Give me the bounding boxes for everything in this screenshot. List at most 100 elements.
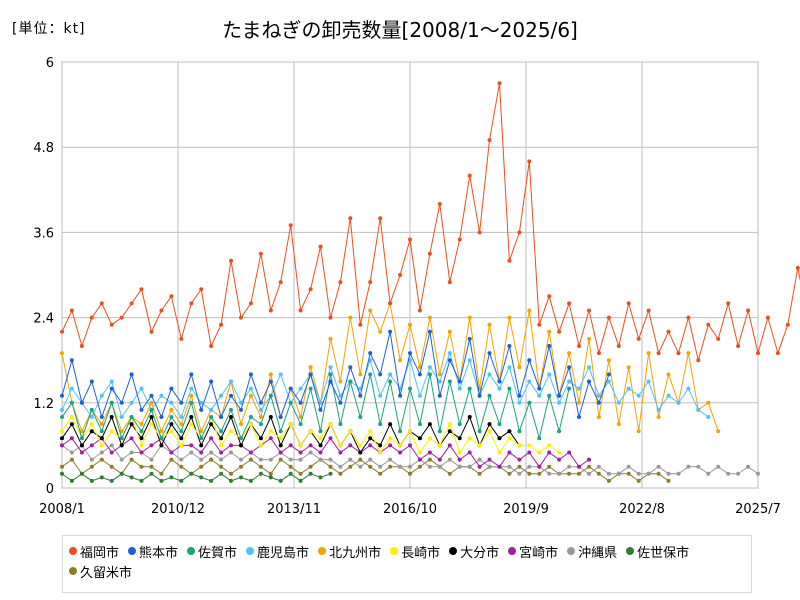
data-point bbox=[109, 464, 114, 469]
data-point bbox=[457, 457, 462, 462]
data-point bbox=[517, 443, 522, 448]
data-point bbox=[547, 393, 552, 398]
data-point bbox=[616, 400, 621, 405]
data-point bbox=[298, 443, 303, 448]
data-point bbox=[308, 372, 313, 377]
data-point bbox=[109, 429, 114, 434]
data-point bbox=[417, 308, 422, 313]
data-point bbox=[69, 450, 74, 455]
data-point bbox=[726, 471, 731, 476]
data-point bbox=[616, 344, 621, 348]
data-point bbox=[149, 471, 154, 476]
data-point bbox=[368, 457, 373, 462]
data-point bbox=[149, 400, 154, 405]
data-point bbox=[179, 400, 184, 405]
data-point bbox=[298, 457, 303, 462]
data-point bbox=[229, 415, 233, 419]
data-point bbox=[706, 471, 711, 476]
data-point bbox=[616, 471, 621, 476]
data-point bbox=[99, 422, 104, 427]
data-point bbox=[109, 450, 114, 455]
data-point bbox=[199, 429, 204, 434]
data-point bbox=[587, 308, 591, 313]
data-point bbox=[547, 471, 552, 476]
series-line bbox=[61, 331, 610, 419]
data-point bbox=[308, 429, 313, 434]
data-point bbox=[427, 422, 432, 427]
data-point bbox=[298, 386, 303, 391]
data-point bbox=[139, 429, 144, 434]
legend-item: 北九州市 bbox=[318, 541, 381, 561]
y-tick-label: 0 bbox=[46, 482, 54, 497]
data-point bbox=[60, 443, 64, 448]
y-tick-label: 2.4 bbox=[33, 312, 54, 327]
data-point bbox=[328, 372, 333, 377]
data-point bbox=[626, 386, 631, 391]
line-chart: 0 1.2 2.4 3.6 4.8 6 2008/1 2010/12 2013/11 2016/1… bbox=[33, 56, 800, 517]
data-point bbox=[69, 415, 74, 419]
data-point bbox=[258, 422, 263, 427]
data-point bbox=[308, 365, 313, 370]
data-point bbox=[437, 443, 442, 448]
legend-marker-icon bbox=[508, 547, 517, 555]
data-point bbox=[209, 478, 214, 483]
data-point bbox=[626, 471, 631, 476]
data-point bbox=[139, 443, 144, 448]
data-point bbox=[79, 429, 84, 434]
data-point bbox=[686, 315, 691, 320]
data-point bbox=[646, 471, 651, 476]
data-point bbox=[99, 475, 104, 480]
data-point bbox=[398, 358, 403, 363]
data-point bbox=[537, 464, 542, 469]
data-point bbox=[288, 400, 293, 405]
data-point bbox=[99, 301, 104, 306]
data-point bbox=[696, 407, 701, 412]
data-point bbox=[189, 422, 194, 427]
legend-item: 大分市 bbox=[449, 541, 499, 561]
data-point bbox=[119, 400, 124, 405]
data-point bbox=[746, 308, 751, 313]
data-point bbox=[547, 443, 552, 448]
data-point bbox=[686, 386, 691, 391]
data-point bbox=[596, 400, 601, 405]
data-point bbox=[527, 464, 532, 469]
data-point bbox=[467, 436, 472, 441]
data-point bbox=[69, 386, 74, 391]
x-tick-label: 2010/12 bbox=[151, 502, 205, 517]
data-point bbox=[189, 443, 194, 448]
series-line bbox=[61, 374, 570, 440]
y-tick-label: 6 bbox=[46, 56, 54, 71]
data-point bbox=[69, 422, 74, 427]
data-point bbox=[219, 436, 224, 441]
data-point bbox=[219, 322, 224, 327]
data-point bbox=[596, 393, 601, 398]
data-point bbox=[457, 379, 462, 384]
data-point bbox=[229, 429, 233, 434]
data-point bbox=[328, 315, 333, 320]
y-tick-label: 1.2 bbox=[33, 397, 54, 412]
x-tick-label: 2008/1 bbox=[39, 502, 85, 517]
data-point bbox=[447, 280, 452, 285]
legend-label: 熊本市 bbox=[139, 545, 179, 561]
data-point bbox=[159, 415, 164, 419]
data-point bbox=[248, 301, 253, 306]
data-point bbox=[79, 450, 84, 455]
legend-label: 佐世保市 bbox=[637, 545, 690, 561]
data-point bbox=[547, 329, 552, 334]
data-point bbox=[179, 457, 184, 462]
data-point bbox=[258, 471, 263, 476]
data-point bbox=[69, 478, 74, 483]
data-point bbox=[447, 443, 452, 448]
legend-label: 長崎市 bbox=[401, 545, 441, 561]
data-point bbox=[239, 315, 243, 320]
data-point bbox=[169, 429, 174, 434]
data-point bbox=[388, 379, 393, 384]
data-point bbox=[169, 407, 174, 412]
legend-item: 佐世保市 bbox=[626, 541, 689, 561]
data-point bbox=[497, 422, 502, 427]
data-point bbox=[487, 138, 492, 143]
series-熊本市 bbox=[60, 329, 611, 419]
data-point bbox=[209, 457, 214, 462]
data-point bbox=[199, 464, 204, 469]
data-point bbox=[527, 308, 532, 313]
